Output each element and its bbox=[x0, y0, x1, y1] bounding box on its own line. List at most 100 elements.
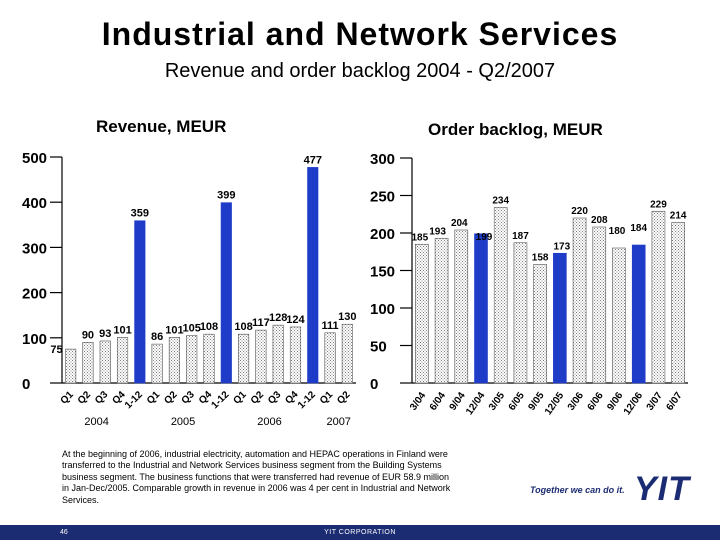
revenue-data-label: 477 bbox=[304, 154, 322, 166]
revenue-bar bbox=[116, 337, 129, 384]
yit-logo: YIT bbox=[634, 470, 690, 508]
footer-company: YIT CORPORATION bbox=[324, 529, 396, 536]
backlog-bar bbox=[434, 237, 449, 384]
revenue-bar bbox=[220, 202, 232, 384]
backlog-y-tick-label: 200 bbox=[370, 226, 395, 243]
backlog-data-label: 204 bbox=[451, 218, 468, 229]
revenue-x-tick-label: 1-12 bbox=[123, 389, 145, 411]
revenue-data-label: 93 bbox=[99, 328, 111, 340]
revenue-bar bbox=[134, 220, 146, 384]
revenue-bar bbox=[186, 335, 198, 384]
revenue-y-tick-label: 300 bbox=[22, 240, 47, 257]
backlog-bar bbox=[513, 242, 528, 384]
backlog-bar bbox=[612, 247, 626, 384]
revenue-x-tick-label: Q1 bbox=[318, 389, 336, 407]
backlog-x-tick-label: 6/05 bbox=[507, 390, 527, 413]
backlog-y-tick-label: 0 bbox=[370, 376, 378, 393]
backlog-bar bbox=[651, 210, 666, 384]
slide-subtitle: Revenue and order backlog 2004 - Q2/2007 bbox=[164, 60, 556, 82]
backlog-x-tick-label: 3/04 bbox=[408, 390, 428, 413]
revenue-chart: 010020030040050075Q190Q293Q3101Q43591-12… bbox=[22, 150, 357, 428]
backlog-data-label: 229 bbox=[650, 199, 667, 210]
backlog-bar bbox=[592, 226, 607, 384]
backlog-x-tick-label: 3/05 bbox=[487, 390, 507, 413]
backlog-data-label: 180 bbox=[609, 226, 626, 237]
backlog-x-tick-label: 12/06 bbox=[622, 390, 646, 417]
slide-title: Industrial and Network Services bbox=[101, 16, 619, 52]
revenue-x-tick-label: Q2 bbox=[249, 389, 267, 407]
slogan: Together we can do it. bbox=[530, 485, 625, 495]
backlog-bar bbox=[553, 252, 567, 384]
revenue-y-tick-label: 100 bbox=[22, 331, 47, 348]
backlog-data-label: 214 bbox=[670, 211, 687, 222]
revenue-data-label: 124 bbox=[286, 314, 305, 326]
backlog-x-tick-label: 12/05 bbox=[543, 390, 567, 417]
revenue-x-tick-label: Q3 bbox=[93, 389, 111, 407]
revenue-data-label: 359 bbox=[131, 208, 149, 220]
revenue-year-label: 2006 bbox=[257, 416, 281, 428]
revenue-data-label: 90 bbox=[82, 329, 94, 341]
revenue-data-label: 75 bbox=[50, 344, 62, 356]
revenue-bar bbox=[324, 332, 336, 384]
revenue-y-tick-label: 200 bbox=[22, 286, 47, 303]
revenue-bar bbox=[341, 323, 353, 384]
backlog-data-label: 193 bbox=[429, 226, 446, 237]
revenue-data-label: 128 bbox=[269, 312, 287, 324]
revenue-x-tick-label: Q2 bbox=[335, 389, 353, 407]
backlog-chart-title: Order backlog, MEUR bbox=[428, 120, 603, 139]
footer-bar bbox=[0, 525, 720, 540]
revenue-x-tick-label: Q1 bbox=[231, 389, 249, 407]
revenue-bar bbox=[99, 340, 111, 384]
backlog-y-tick-label: 50 bbox=[370, 339, 387, 356]
backlog-data-label: 220 bbox=[571, 206, 588, 217]
revenue-y-tick-label: 500 bbox=[22, 150, 47, 167]
backlog-y-tick-label: 150 bbox=[370, 264, 395, 281]
backlog-data-label: 158 bbox=[532, 253, 549, 264]
backlog-x-tick-label: 3/07 bbox=[645, 390, 665, 413]
backlog-x-tick-label: 12/04 bbox=[464, 390, 488, 417]
revenue-year-label: 2005 bbox=[171, 416, 195, 428]
charts-canvas: 010020030040050075Q190Q293Q3101Q43591-12… bbox=[22, 150, 688, 428]
backlog-bar bbox=[454, 229, 469, 384]
backlog-y-tick-label: 100 bbox=[370, 301, 395, 318]
backlog-data-label: 187 bbox=[512, 231, 529, 242]
revenue-x-tick-label: Q2 bbox=[76, 389, 94, 407]
revenue-data-label: 111 bbox=[321, 320, 338, 332]
backlog-data-label: 199 bbox=[476, 232, 493, 243]
revenue-data-label: 86 bbox=[151, 331, 163, 343]
revenue-x-tick-label: Q3 bbox=[266, 389, 284, 407]
backlog-data-label: 185 bbox=[412, 232, 429, 243]
page-number: 46 bbox=[60, 529, 68, 536]
revenue-bar bbox=[307, 167, 319, 384]
revenue-chart-title: Revenue, MEUR bbox=[96, 117, 227, 136]
revenue-bar bbox=[65, 348, 77, 384]
backlog-bar bbox=[493, 207, 508, 384]
revenue-bar bbox=[203, 333, 215, 384]
backlog-x-tick-label: 6/06 bbox=[586, 390, 606, 413]
revenue-bar bbox=[238, 333, 250, 384]
backlog-y-tick-label: 300 bbox=[370, 151, 395, 168]
revenue-bar bbox=[272, 324, 284, 384]
backlog-bar bbox=[474, 233, 488, 384]
backlog-bar bbox=[572, 217, 587, 384]
backlog-bar bbox=[533, 264, 547, 384]
backlog-x-tick-label: 3/06 bbox=[566, 390, 586, 413]
backlog-data-label: 184 bbox=[630, 223, 647, 234]
revenue-x-tick-label: Q2 bbox=[162, 389, 180, 407]
footnote-text: At the beginning of 2006, industrial ele… bbox=[62, 449, 451, 505]
backlog-data-label: 208 bbox=[591, 215, 608, 226]
backlog-bar bbox=[671, 222, 685, 384]
revenue-bar bbox=[82, 342, 94, 384]
backlog-bar bbox=[631, 244, 646, 384]
revenue-bar bbox=[168, 337, 180, 384]
revenue-x-tick-label: Q1 bbox=[59, 389, 77, 407]
revenue-bar bbox=[289, 326, 302, 384]
backlog-chart: 0501001502002503001853/041936/042049/041… bbox=[370, 151, 688, 417]
revenue-data-label: 130 bbox=[338, 311, 356, 323]
revenue-data-label: 117 bbox=[252, 317, 270, 329]
revenue-data-label: 399 bbox=[217, 190, 235, 202]
backlog-x-tick-label: 6/04 bbox=[428, 390, 448, 413]
revenue-data-label: 108 bbox=[234, 321, 252, 333]
revenue-bar bbox=[151, 343, 163, 384]
revenue-year-label: 2004 bbox=[84, 416, 108, 428]
